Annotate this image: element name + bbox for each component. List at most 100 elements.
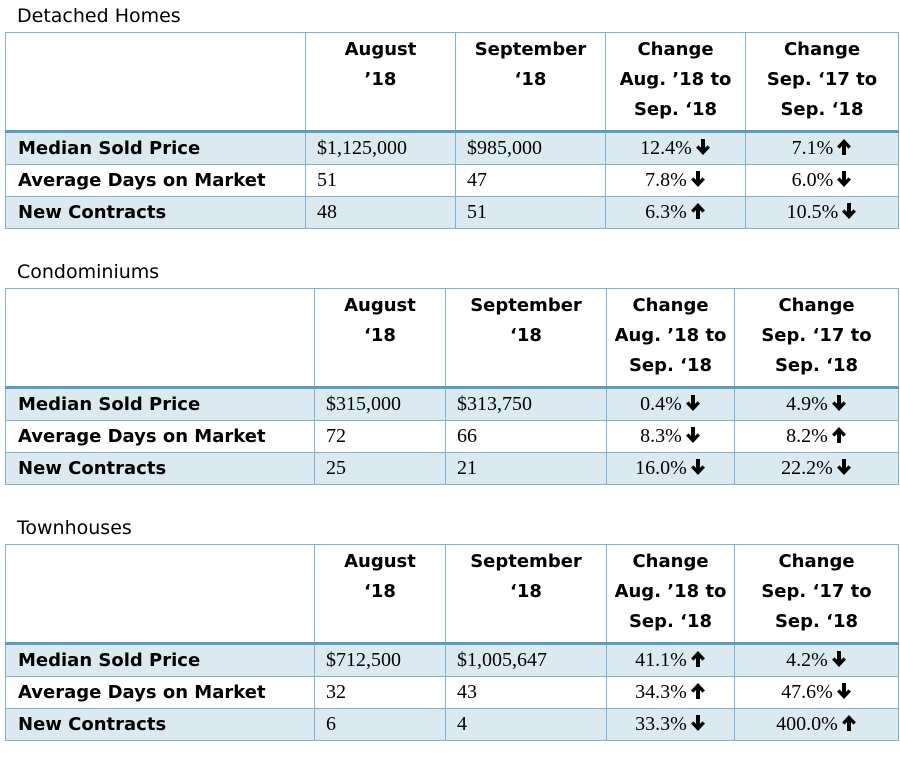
august-value-text: $1,125,000	[317, 137, 407, 159]
yearly-change-text: 47.6%	[781, 681, 833, 703]
yearly-change: 8.2%	[734, 420, 899, 453]
yearly-change: 4.9%	[734, 387, 899, 421]
table-row: New Contracts 25 21 16.0% 22.2%	[5, 452, 899, 485]
column-header-line: Change	[637, 39, 714, 60]
column-header-line: Sep. ‘18	[774, 355, 859, 376]
monthly-change-text: 0.4%	[640, 393, 682, 415]
table-row: New Contracts 6 4 33.3% 400.0%	[5, 708, 899, 741]
column-header: Change Sep. ‘17 to Sep. ‘18	[745, 32, 899, 133]
column-header: Change Aug. ’18 to Sep. ‘18	[606, 288, 735, 389]
row-label-text: Median Sold Price	[18, 138, 201, 159]
column-header-line: ‘18	[514, 69, 547, 90]
row-label: Average Days on Market	[5, 420, 315, 453]
column-header-line: ‘18	[510, 325, 542, 346]
august-value-text: $712,500	[326, 649, 401, 671]
column-header: Change Aug. ’18 to Sep. ‘18	[606, 544, 735, 645]
row-label-text: Average Days on Market	[18, 170, 266, 191]
arrow-down-icon	[836, 459, 851, 475]
row-label-text: New Contracts	[18, 458, 167, 479]
september-value-text: $985,000	[467, 137, 542, 159]
arrow-down-icon	[831, 395, 846, 411]
september-value-text: $1,005,647	[457, 649, 547, 671]
september-value: 66	[445, 420, 607, 453]
august-value: 48	[305, 196, 456, 229]
column-header-line: Sep. ‘18	[780, 99, 864, 120]
august-value: 6	[314, 708, 446, 741]
monthly-change: 41.1%	[606, 643, 735, 677]
yearly-change: 10.5%	[745, 196, 899, 229]
august-value: $1,125,000	[305, 131, 456, 165]
row-label: Average Days on Market	[5, 164, 306, 197]
september-value-text: 47	[467, 169, 487, 191]
yearly-change-text: 4.9%	[786, 393, 828, 415]
column-header-line: ’18	[364, 69, 397, 90]
august-value-text: 51	[317, 169, 337, 191]
monthly-change-text: 8.3%	[640, 425, 682, 447]
august-value-text: 6	[326, 713, 336, 735]
august-value-text: 32	[326, 681, 346, 703]
arrow-up-icon	[831, 427, 846, 443]
column-header-line: September	[474, 39, 587, 60]
arrow-down-icon	[685, 427, 700, 443]
column-header: August ’18	[305, 32, 456, 133]
row-label: Median Sold Price	[5, 387, 315, 421]
column-header-line: ‘18	[364, 581, 396, 602]
row-label-text: Average Days on Market	[18, 426, 266, 447]
september-value: $313,750	[445, 387, 607, 421]
column-header: August ‘18	[314, 544, 446, 645]
table-row: Average Days on Market 72 66 8.3% 8.2%	[5, 420, 899, 453]
yearly-change-text: 8.2%	[786, 425, 828, 447]
august-value-text: $315,000	[326, 393, 401, 415]
column-header-line: Sep. ‘17 to	[766, 69, 878, 90]
august-value-text: 25	[326, 457, 346, 479]
yearly-change: 47.6%	[734, 676, 899, 709]
august-value: $315,000	[314, 387, 446, 421]
column-header-line: August	[344, 295, 416, 316]
column-header	[5, 288, 315, 389]
arrow-down-icon	[831, 651, 846, 667]
arrow-up-icon	[690, 203, 705, 219]
monthly-change-text: 7.8%	[645, 169, 687, 191]
august-value-text: 48	[317, 201, 337, 223]
table-row: New Contracts 48 51 6.3% 10.5%	[5, 196, 899, 229]
column-header-line: August	[344, 551, 416, 572]
column-header: Change Aug. ’18 to Sep. ‘18	[605, 32, 746, 133]
yearly-change-text: 6.0%	[791, 169, 834, 191]
column-header-line: Sep. ‘17 to	[761, 581, 872, 602]
column-header: Change Sep. ‘17 to Sep. ‘18	[734, 544, 899, 645]
row-label-text: Median Sold Price	[18, 394, 201, 415]
august-value: $712,500	[314, 643, 446, 677]
row-label-text: Average Days on Market	[18, 682, 266, 703]
monthly-change-text: 33.3%	[635, 713, 687, 735]
august-value: 25	[314, 452, 446, 485]
column-header-line: Change	[778, 295, 855, 316]
column-header-line: Change	[632, 295, 709, 316]
header-row: August ‘18 September ‘18 Change Aug. ’18 to Se…	[5, 288, 899, 389]
arrow-down-icon	[690, 171, 705, 187]
arrow-down-icon	[690, 715, 705, 731]
stats-table: August ’18 September ‘18 Change Aug. ’18 to Se…	[5, 32, 899, 229]
monthly-change: 34.3%	[606, 676, 735, 709]
monthly-change-text: 41.1%	[635, 649, 687, 671]
row-label: New Contracts	[5, 196, 306, 229]
arrow-up-icon	[690, 651, 705, 667]
row-label-text: Median Sold Price	[18, 650, 201, 671]
column-header-line: Change	[632, 551, 709, 572]
september-value: 47	[455, 164, 606, 197]
row-label-text: New Contracts	[18, 202, 167, 223]
september-value-text: 21	[457, 457, 477, 479]
september-value-text: 51	[467, 201, 487, 223]
table-row: Median Sold Price $1,125,000 $985,000 12.4%…	[5, 131, 899, 165]
monthly-change-text: 34.3%	[635, 681, 687, 703]
column-header-line: ‘18	[364, 325, 396, 346]
arrow-down-icon	[690, 459, 705, 475]
monthly-change: 6.3%	[605, 196, 746, 229]
arrow-down-icon	[695, 139, 710, 155]
arrow-down-icon	[836, 683, 851, 699]
september-value-text: 66	[457, 425, 477, 447]
yearly-change-text: 10.5%	[786, 201, 839, 223]
column-header-line: September	[470, 295, 582, 316]
yearly-change: 22.2%	[734, 452, 899, 485]
column-header-line: September	[470, 551, 582, 572]
section-title: Detached Homes	[17, 5, 181, 27]
